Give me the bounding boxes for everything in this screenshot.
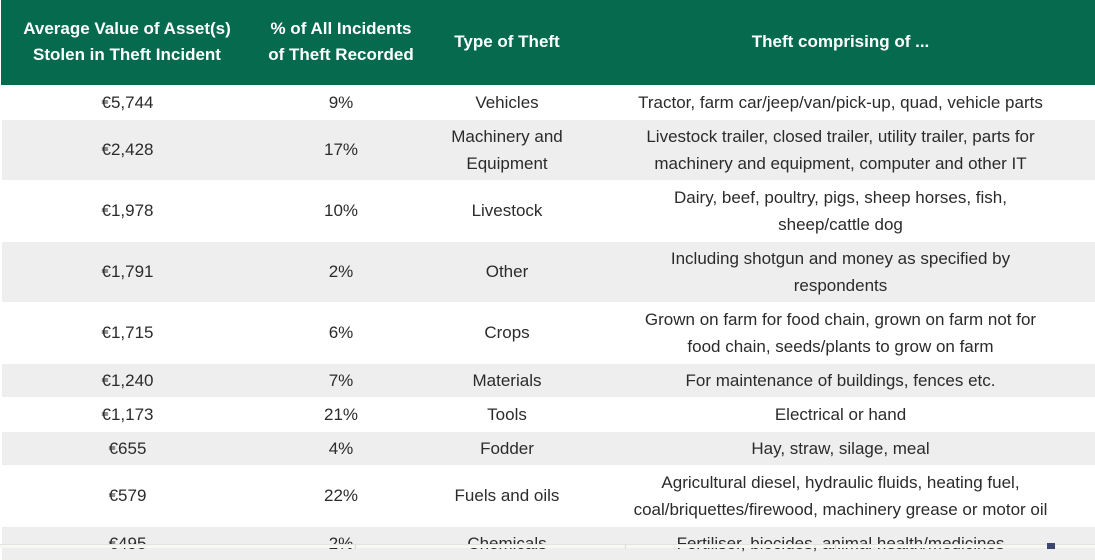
percent-cell: 2%	[253, 240, 429, 302]
theft-type-cell: Crops	[429, 301, 585, 363]
theft-type-cell: Livestock	[429, 179, 585, 241]
table-header: Average Value of Asset(s) Stolen in Thef…	[1, 0, 1095, 85]
table-row: €495 2% Chemicals Fertiliser, biocides, …	[0, 525, 1095, 560]
comprising-cell: Electrical or hand	[585, 396, 1095, 431]
average-value-cell: €1,240	[0, 362, 253, 397]
percent-cell: 7%	[253, 362, 429, 397]
comprising-cell: Including shotgun and money as specified…	[585, 240, 1095, 302]
column-divider	[625, 545, 626, 549]
average-value-cell: €1,173	[0, 396, 253, 431]
average-value-cell: €2,428	[0, 118, 253, 180]
table-row: €1,791 2% Other Including shotgun and mo…	[0, 240, 1095, 302]
comprising-cell: Tractor, farm car/jeep/van/pick-up, quad…	[585, 84, 1095, 119]
percent-cell: 22%	[253, 464, 429, 526]
percent-cell: 10%	[253, 179, 429, 241]
cutoff-artifact	[1047, 543, 1055, 549]
comprising-cell: Dairy, beef, poultry, pigs, sheep horses…	[585, 179, 1095, 241]
comprising-cell: Hay, straw, silage, meal	[585, 430, 1095, 465]
theft-type-cell: Fodder	[429, 430, 585, 465]
theft-type-cell: Other	[429, 240, 585, 302]
comprising-cell: For maintenance of buildings, fences etc…	[585, 362, 1095, 397]
average-value-cell: €1,978	[0, 179, 253, 241]
comprising-cell: Fertiliser, biocides, animal health/medi…	[585, 525, 1095, 560]
theft-type-cell: Machinery and Equipment	[429, 118, 585, 180]
column-divider	[835, 545, 836, 549]
theft-type-cell: Fuels and oils	[429, 464, 585, 526]
theft-type-cell: Materials	[429, 362, 585, 397]
table-row: €579 22% Fuels and oils Agricultural die…	[0, 464, 1095, 526]
average-value-cell: €655	[0, 430, 253, 465]
column-divider	[355, 545, 356, 549]
percent-cell: 21%	[253, 396, 429, 431]
average-value-cell: €1,791	[0, 240, 253, 302]
col-header-theft-comprising: Theft comprising of ...	[585, 0, 1095, 85]
col-header-type-of-theft: Type of Theft	[429, 0, 585, 85]
average-value-cell: €579	[0, 464, 253, 526]
average-value-cell: €5,744	[0, 84, 253, 119]
theft-type-cell: Chemicals	[429, 525, 585, 560]
average-value-cell: €1,715	[0, 301, 253, 363]
table-row: €1,240 7% Materials For maintenance of b…	[0, 362, 1095, 397]
table-row: €1,978 10% Livestock Dairy, beef, poultr…	[0, 179, 1095, 241]
comprising-cell: Livestock trailer, closed trailer, utili…	[585, 118, 1095, 180]
table-row: €2,428 17% Machinery and Equipment Lives…	[0, 118, 1095, 180]
col-header-percent-incidents: % of All Incidents of Theft Recorded	[253, 0, 429, 85]
comprising-cell: Grown on farm for food chain, grown on f…	[585, 301, 1095, 363]
header-row: Average Value of Asset(s) Stolen in Thef…	[1, 0, 1095, 85]
percent-cell: 9%	[253, 84, 429, 119]
percent-cell: 17%	[253, 118, 429, 180]
theft-type-cell: Vehicles	[429, 84, 585, 119]
average-value-cell: €495	[0, 525, 253, 560]
table-row: €1,715 6% Crops Grown on farm for food c…	[0, 301, 1095, 363]
cropped-next-row-strip	[0, 543, 1095, 549]
theft-type-cell: Tools	[429, 396, 585, 431]
col-header-average-value: Average Value of Asset(s) Stolen in Thef…	[1, 0, 253, 85]
table-body: €5,744 9% Vehicles Tractor, farm car/jee…	[0, 84, 1095, 560]
comprising-cell: Agricultural diesel, hydraulic fluids, h…	[585, 464, 1095, 526]
table-row: €1,173 21% Tools Electrical or hand	[0, 396, 1095, 431]
table-row: €5,744 9% Vehicles Tractor, farm car/jee…	[0, 84, 1095, 119]
percent-cell: 2%	[253, 525, 429, 560]
percent-cell: 6%	[253, 301, 429, 363]
table-row: €655 4% Fodder Hay, straw, silage, meal	[0, 430, 1095, 465]
percent-cell: 4%	[253, 430, 429, 465]
